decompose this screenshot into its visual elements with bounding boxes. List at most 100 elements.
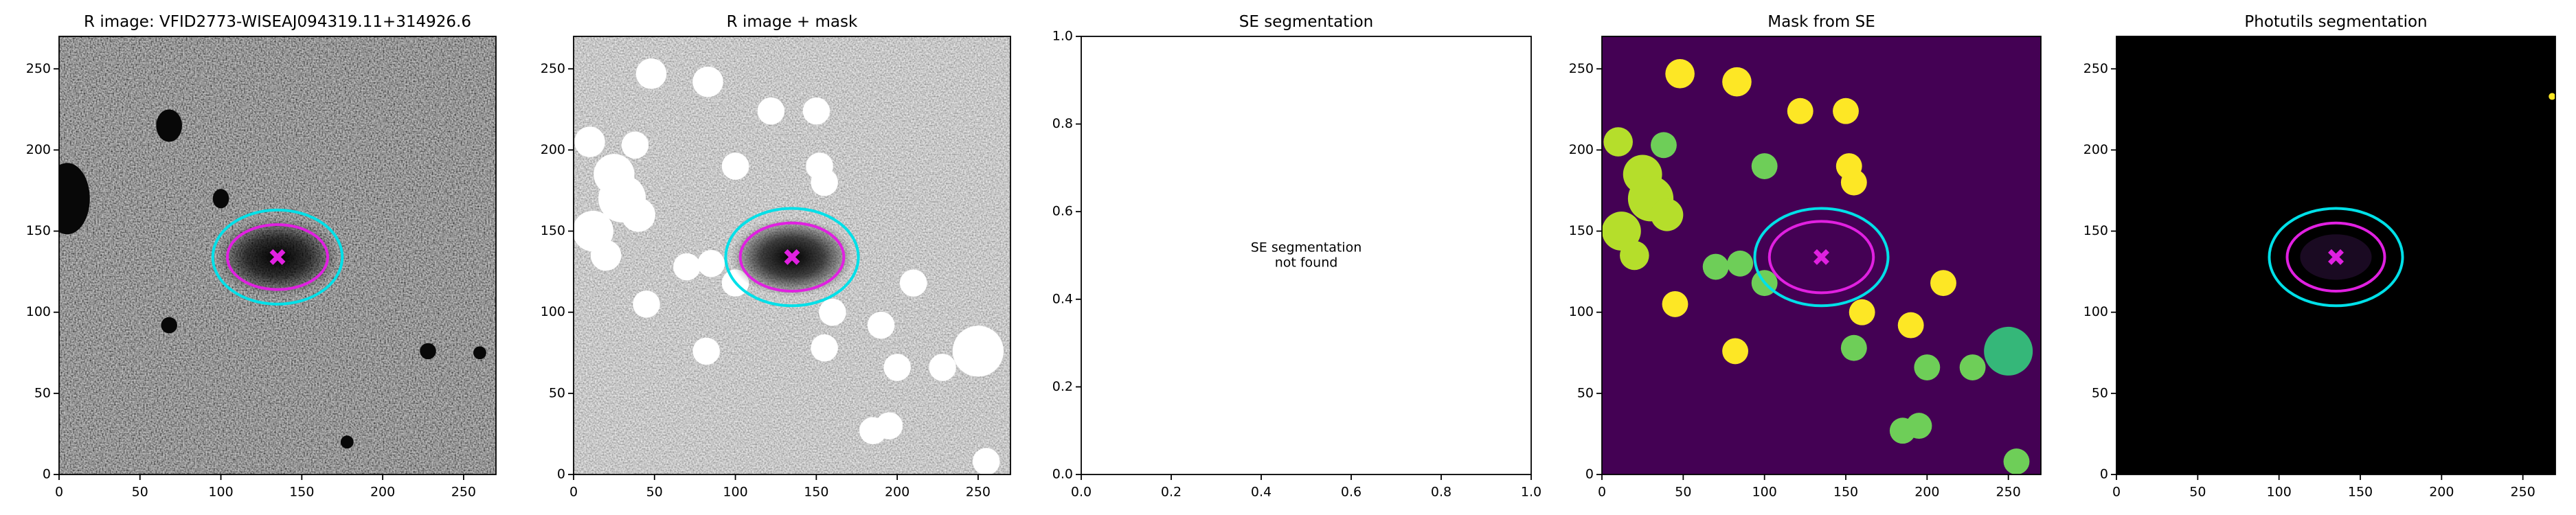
mask-blob [1787,98,1814,124]
mask-blob [1897,312,1924,339]
mask-blob [673,253,701,281]
x-tick-label: 200 [2429,485,2454,500]
y-tick-label: 0.0 [1052,467,1073,482]
y-tick-label: 50 [549,385,565,400]
x-tick-label: 0 [569,485,578,500]
x-tick-label: 50 [1675,485,1691,500]
mask-blob [972,448,1000,474]
image [59,36,496,474]
y-tick-label: 0.2 [1052,379,1073,394]
mask-blob [806,152,833,180]
x-tick-label: 200 [1914,485,1939,500]
panel: 0 50 100 150 200 250 0 50 100 150 200 250 R image: V… [26,13,497,500]
y-tick-label: 0.8 [1052,116,1073,131]
mask-blob [929,354,956,381]
y-tick-label: 250 [26,61,51,76]
x-tick-label: 150 [2348,485,2373,500]
segment [2549,93,2555,100]
x-tick-label: 0 [1598,485,1606,500]
center-marker [784,249,800,265]
mask-blob [859,417,887,444]
aperture-ellipse [2268,207,2404,308]
aperture-ellipse [1753,207,1890,308]
mask-blob [1889,417,1916,444]
x-tick-label: 0 [55,485,63,500]
mask-blob [635,58,667,89]
x-tick-label: 0.0 [1071,485,1092,500]
y-tick-label: 200 [2083,142,2108,157]
source [156,109,183,142]
mask-blob [1930,270,1956,297]
aperture-ellipse [225,223,330,291]
mask-blob [757,97,785,125]
mask-blob [721,152,749,180]
mask-blob [811,334,838,362]
x-tick-label: 100 [208,485,233,500]
y-tick-label: 100 [1569,304,1594,319]
panel-title: R image: VFID2773-WISEAJ094319.11+314926… [84,13,471,31]
x-tick-label: 0.6 [1341,485,1362,500]
axes-frame [1601,36,2042,475]
mask-blob [1722,338,1748,365]
axes-frame [1081,36,1532,475]
y-tick-label: 1.0 [1052,29,1073,44]
x-tick-label: 150 [804,485,828,500]
y-tick-label: 200 [1569,142,1594,157]
source [473,346,486,360]
mask-blob [1722,67,1752,97]
mask-blob [1662,290,1688,317]
x-tick-label: 200 [885,485,909,500]
x-tick-label: 200 [370,485,395,500]
x-tick-label: 100 [723,485,747,500]
mask-blob [952,325,1004,377]
axes-frame [58,36,497,475]
x-tick-label: 0 [2112,485,2121,500]
source [212,189,229,209]
x-tick-label: 0.8 [1431,485,1451,500]
y-tick-label: 0.4 [1052,291,1073,306]
panel-title: SE segmentation [1239,13,1373,31]
center-marker [2328,249,2344,265]
mask-blob [1914,354,1941,380]
aperture-ellipse [2285,221,2386,293]
x-tick-label: 100 [2267,485,2292,500]
mask-blob [899,269,927,297]
x-tick-label: 0.4 [1251,485,1272,500]
mask-blob [1602,211,1641,251]
panel: 0 50 100 150 200 250 0 50 100 150 200 250 R image + … [541,13,1011,500]
mask-blob [692,66,723,98]
mask-blob [697,250,725,277]
x-tick-label: 250 [451,485,476,500]
y-tick-label: 150 [26,223,51,238]
source [59,163,90,235]
mask-blob [1665,59,1695,89]
mask-blob [633,290,660,318]
y-tick-label: 250 [541,61,565,76]
y-tick-label: 250 [2083,61,2108,76]
y-tick-label: 0 [2100,467,2108,482]
annotation: SE segmentation [1251,240,1362,255]
mask-blob [621,198,655,232]
axes-frame [573,36,1011,475]
y-tick-label: 100 [541,304,565,319]
annotation: not found [1275,255,1338,271]
x-tick-label: 0.2 [1161,485,1182,500]
y-tick-label: 250 [1569,61,1594,76]
y-tick-label: 0.6 [1052,204,1073,219]
axes-frame [2116,36,2556,475]
mask-blob [1651,132,1677,159]
aperture-ellipse [738,221,846,293]
mask-blob [883,354,911,381]
mask-blob [1835,153,1862,179]
mask-blob [621,131,649,159]
y-tick-label: 150 [2083,223,2108,238]
y-tick-label: 50 [34,385,51,400]
mask-blob [590,240,622,271]
y-tick-label: 0 [557,467,565,482]
mask-blob [1984,326,2033,376]
mask-blob [1603,127,1633,157]
y-tick-label: 150 [1569,223,1594,238]
